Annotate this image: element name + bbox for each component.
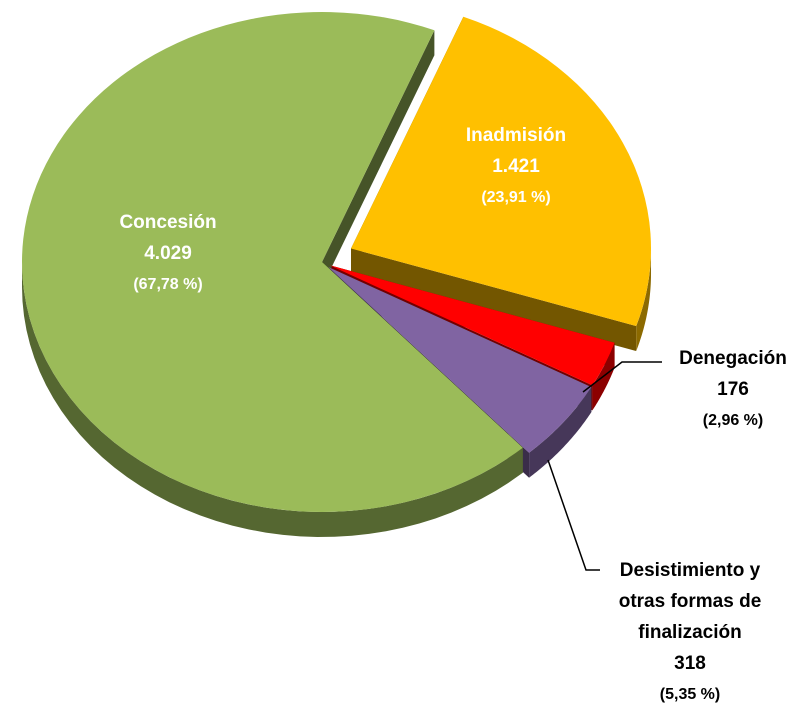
slice-cut-face bbox=[351, 248, 637, 352]
slice-wall bbox=[529, 387, 592, 478]
label-percentage: (2,96 %) bbox=[702, 412, 764, 429]
slice-wall bbox=[636, 248, 652, 352]
label-value: 318 bbox=[674, 653, 706, 674]
slice bbox=[351, 16, 652, 327]
label-percentage: (5,35 %) bbox=[659, 686, 721, 703]
label-value: 176 bbox=[717, 379, 749, 400]
label-category: Concesión bbox=[119, 212, 217, 233]
label-value: 4.029 bbox=[144, 243, 192, 264]
slice-label: Denegación 176 (2,96 %) bbox=[658, 343, 801, 436]
leader-line bbox=[582, 361, 662, 393]
slice bbox=[328, 266, 592, 453]
label-category: Denegación bbox=[679, 348, 787, 369]
leader-line bbox=[547, 459, 600, 571]
slice-label: Concesión 4.029 (67,78 %) bbox=[68, 207, 268, 300]
slice-label: Desistimiento y otras formas de finaliza… bbox=[600, 555, 780, 708]
label-value: 1.421 bbox=[492, 156, 540, 177]
slice bbox=[22, 11, 523, 512]
slice-tops bbox=[22, 11, 652, 512]
slice-wall bbox=[22, 262, 523, 537]
slice-label: Inadmisión 1.421 (23,91 %) bbox=[426, 120, 606, 213]
label-category: Desistimiento y otras formas de finaliza… bbox=[618, 560, 762, 643]
slice-cut-face bbox=[322, 30, 435, 287]
label-percentage: (23,91 %) bbox=[481, 189, 551, 206]
label-percentage: (67,78 %) bbox=[133, 276, 203, 293]
label-category: Inadmisión bbox=[465, 125, 567, 146]
slice bbox=[329, 265, 615, 386]
